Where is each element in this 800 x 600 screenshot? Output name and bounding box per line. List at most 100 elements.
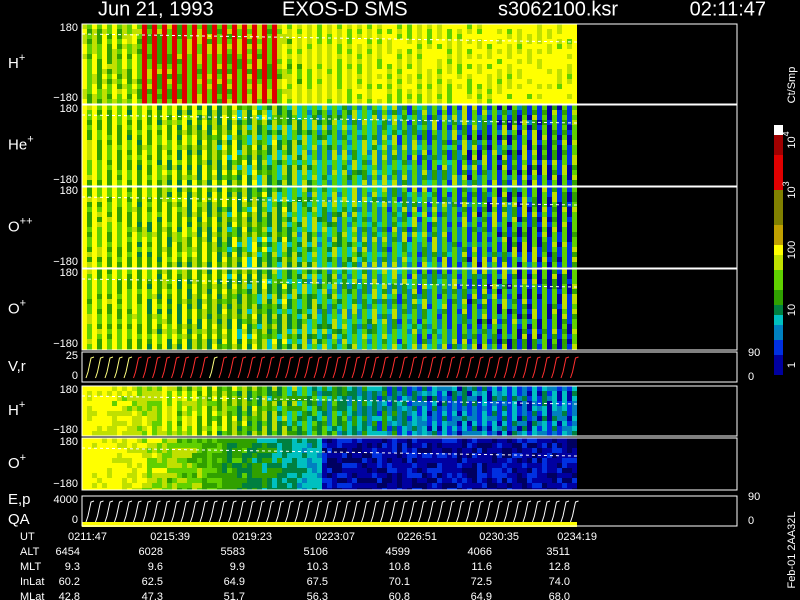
spectrogram-cell [572,89,577,94]
spectrogram-cell [242,180,247,185]
spectrogram-cell [357,89,362,94]
spectrogram-cell [427,89,432,94]
spectrogram-cell [512,84,517,89]
spectrogram-cell [112,24,117,29]
spectrogram-cell [122,130,127,135]
spectrogram-cell [82,324,87,329]
spectrogram-cell [152,115,157,120]
spectrogram-cell [117,237,122,242]
panel: O+180−180 [8,267,738,351]
spectrogram-cell [247,262,252,267]
spectrogram-cell [367,120,372,125]
spectrogram-cell [177,105,182,110]
spectrogram-cell [302,74,307,79]
spectrogram-cell [512,140,517,145]
spectrogram-cell [302,252,307,257]
spectrogram-cell [427,34,432,39]
spectrogram-cell [317,197,322,202]
spectrogram-cell [87,84,92,89]
spectrogram-cell [527,24,532,29]
spectrogram-cell [142,24,147,29]
spectrogram-cell [97,170,102,175]
spectrogram-cell [257,59,262,64]
spectrogram-cell [497,89,502,94]
spectrogram-cell [107,160,112,165]
spectrogram-cell [552,217,557,222]
spectrogram-cell [292,130,297,135]
spectrogram-cell [227,54,232,59]
spectrogram-cell [82,120,87,125]
spectrogram-cell [452,99,457,104]
spectrogram-cell [327,79,332,84]
spectrogram-cell [267,175,272,180]
spectrogram-cell [107,170,112,175]
spectrogram-cell [397,242,402,247]
spectrogram-cell [87,29,92,34]
spectrogram-cell [277,94,282,99]
spectrogram-cell [157,74,162,79]
spectrogram-cell [197,232,202,237]
spectrogram-cell [372,160,377,165]
spectrogram-cell [417,212,422,217]
spectrogram-cell [97,175,102,180]
spectrogram-cell [152,217,157,222]
spectrogram-cell [332,247,337,252]
spectrogram-cell [427,252,432,257]
spectrogram-cell [292,237,297,242]
spectrogram-cell [122,94,127,99]
spectrogram-cell [412,257,417,262]
spectrogram-cell [522,74,527,79]
spectrogram-cell [202,24,207,29]
spectrogram-cell [487,212,492,217]
spectrogram-cell [257,94,262,99]
spectrogram-cell [222,115,227,120]
spectrogram-cell [307,130,312,135]
spectrogram-cell [497,232,502,237]
spectrogram-cell [252,155,257,160]
spectrogram-cell [207,212,212,217]
spectrogram-cell [82,34,87,39]
spectrogram-cell [262,39,267,44]
spectrogram-cell [367,115,372,120]
spectrogram-cell [567,232,572,237]
spectrogram-cell [112,227,117,232]
spectrogram-cell [437,217,442,222]
spectrogram-cell [457,44,462,49]
spectrogram-cell [542,212,547,217]
spectrogram-cell [267,187,272,192]
spectrogram-cell [207,79,212,84]
spectrogram-cell [162,160,167,165]
spectrogram-cell [367,180,372,185]
spectrogram-cell [572,187,577,192]
spectrogram-cell [407,44,412,49]
spectrogram-cell [387,89,392,94]
spectrogram-cell [267,262,272,267]
spectrogram-cell [307,49,312,54]
spectrogram-cell [342,59,347,64]
spectrogram-cell [437,212,442,217]
spectrogram-cell [287,49,292,54]
spectrogram-cell [542,105,547,110]
spectrogram-cell [432,217,437,222]
spectrogram-cell [437,29,442,34]
spectrogram-cell [142,120,147,125]
spectrogram-cell [197,145,202,150]
spectrogram-cell [332,94,337,99]
spectrogram-cell [302,242,307,247]
spectrogram-cell [537,227,542,232]
spectrogram-cell [147,252,152,257]
spectrogram-cell [517,29,522,34]
spectrogram-cell [147,222,152,227]
spectrogram-cell [367,150,372,155]
spectrogram-cell [282,105,287,110]
spectrogram-cell [347,24,352,29]
spectrogram-cell [437,202,442,207]
spectrogram-cell [332,207,337,212]
spectrogram-cell [177,125,182,130]
spectrogram-cell [382,130,387,135]
spectrogram-cell [467,29,472,34]
spectrogram-cell [422,115,427,120]
spectrogram-cell [512,130,517,135]
spectrogram-cell [122,207,127,212]
y-tick-label: 180 [60,185,78,197]
